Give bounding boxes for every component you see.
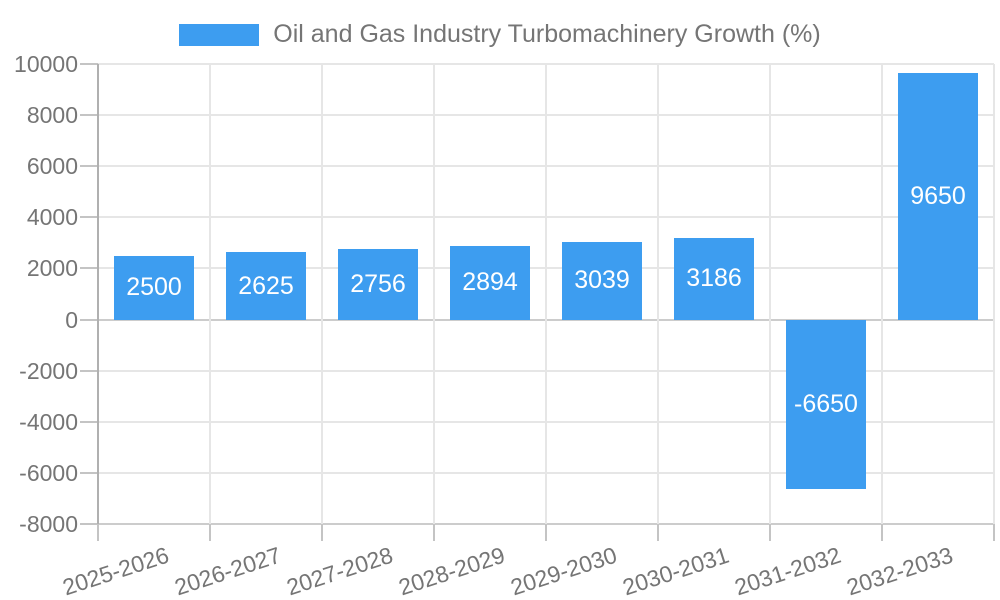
v-gridline bbox=[433, 64, 435, 524]
bar[interactable]: 3186 bbox=[674, 238, 754, 320]
bar[interactable]: 2625 bbox=[226, 252, 306, 320]
v-gridline bbox=[545, 64, 547, 524]
bar-value-label: 2756 bbox=[350, 269, 406, 298]
y-tick-label: -4000 bbox=[19, 408, 78, 435]
bar-value-label: 2894 bbox=[462, 268, 518, 297]
bar[interactable]: 2894 bbox=[450, 245, 530, 320]
x-tick-mark bbox=[209, 524, 211, 541]
y-tick-mark bbox=[80, 420, 98, 423]
x-tick-mark bbox=[433, 524, 435, 541]
v-gridline bbox=[657, 64, 659, 524]
bar-value-label: 2625 bbox=[238, 271, 294, 300]
y-tick-mark bbox=[80, 267, 98, 270]
y-tick-label: 8000 bbox=[26, 102, 78, 129]
bar-value-label: -6650 bbox=[794, 390, 858, 419]
legend-label: Oil and Gas Industry Turbomachinery Grow… bbox=[273, 20, 821, 48]
y-tick-mark bbox=[80, 216, 98, 219]
y-tick-label: 6000 bbox=[26, 153, 78, 180]
bar[interactable]: 3039 bbox=[562, 241, 642, 320]
y-tick-mark bbox=[80, 471, 98, 474]
v-gridline bbox=[881, 64, 883, 524]
bar[interactable]: 2756 bbox=[338, 249, 418, 320]
x-tick-mark bbox=[97, 524, 99, 541]
y-tick-label: 10000 bbox=[14, 51, 78, 77]
x-tick-mark bbox=[993, 524, 995, 541]
bar-value-label: 3186 bbox=[686, 264, 742, 293]
plot-area: 10000 8000 6000 4000 2000 0 -2000 -4000 -6000 -80… bbox=[14, 51, 995, 600]
y-tick-mark bbox=[80, 318, 98, 321]
v-gridline bbox=[321, 64, 323, 524]
x-tick-mark bbox=[769, 524, 771, 541]
legend-swatch bbox=[179, 23, 260, 46]
y-tick-label: -8000 bbox=[19, 511, 78, 537]
bar[interactable]: 2500 bbox=[114, 255, 194, 320]
y-axis-line bbox=[97, 64, 99, 524]
v-gridline bbox=[769, 64, 771, 524]
x-tick-mark bbox=[321, 524, 323, 541]
y-tick-label: -6000 bbox=[19, 459, 78, 486]
y-tick-mark bbox=[80, 369, 98, 372]
x-tick-mark bbox=[657, 524, 659, 541]
bar-value-label: 2500 bbox=[126, 273, 182, 302]
y-tick-mark bbox=[80, 165, 98, 168]
v-gridline bbox=[209, 64, 211, 524]
y-tick-label: -2000 bbox=[19, 357, 78, 384]
y-tick-mark bbox=[80, 114, 98, 117]
x-tick-mark bbox=[881, 524, 883, 541]
bar-value-label: 3039 bbox=[574, 266, 630, 295]
x-tick-mark bbox=[545, 524, 547, 541]
y-tick-label: 2000 bbox=[26, 255, 78, 282]
y-tick-label: 0 bbox=[65, 306, 78, 333]
y-tick-label: 4000 bbox=[26, 204, 78, 231]
bar-value-label: 9650 bbox=[910, 181, 966, 210]
bar[interactable]: 9650 bbox=[898, 72, 978, 320]
v-gridline bbox=[993, 64, 995, 524]
y-tick-mark bbox=[80, 63, 98, 65]
chart-legend[interactable]: Oil and Gas Industry Turbomachinery Grow… bbox=[0, 20, 1000, 49]
bar[interactable]: -6650 bbox=[786, 319, 866, 490]
y-tick-mark bbox=[80, 523, 98, 525]
